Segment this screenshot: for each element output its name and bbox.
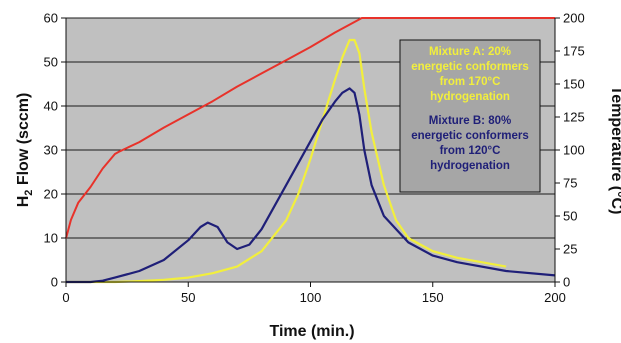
y-right-tick-label: 100 [563, 143, 585, 158]
y-left-title-rest: Flow (sccm) [15, 93, 32, 190]
y-axis-right-title: Temperature (°C) [608, 86, 621, 215]
y-left-tick-label: 50 [44, 55, 58, 70]
y-right-tick-label: 75 [563, 176, 577, 191]
x-axis-title: Time (min.) [269, 323, 354, 340]
y-right-tick-label: 200 [563, 11, 585, 26]
axes: 0 50 100 150 2000102030405060025507510012515… [44, 11, 585, 306]
y-left-title-main: H [15, 196, 32, 208]
series-line-mixture-b [66, 87, 556, 284]
x-tick-label: 100 [300, 290, 322, 305]
legend-mixture-a-text: hydrogenation [430, 91, 510, 103]
x-tick-label: 0 [62, 290, 69, 305]
legend-mixture-b-text: Mixture B: 80% [429, 115, 511, 127]
x-tick-label: 200 [544, 290, 566, 305]
y-right-tick-label: 0 [563, 275, 570, 290]
y-left-title-subscript: 2 [23, 190, 35, 196]
legend-mixture-a-text: from 170°C [440, 76, 501, 88]
x-tick-label: 50 [181, 290, 195, 305]
legend-mixture-b-text: from 120°C [440, 145, 501, 157]
y-right-tick-label: 125 [563, 110, 585, 125]
y-axis-left-title: H2 Flow (sccm) [15, 93, 35, 208]
legend: Mixture A: 20% energetic conformers from 1… [399, 39, 541, 193]
y-right-tick-label: 50 [563, 209, 577, 224]
legend-box [399, 39, 541, 193]
y-right-tick-label: 175 [563, 44, 585, 59]
y-left-tick-label: 60 [44, 11, 58, 26]
y-left-tick-label: 0 [51, 275, 58, 290]
legend-mixture-b-text: energetic conformers [411, 130, 529, 142]
series-line-mixture-a [66, 38, 507, 284]
y-left-tick-label: 30 [44, 143, 58, 158]
legend-mixture-b-text: hydrogenation [430, 160, 510, 172]
legend-mixture-a-text: Mixture A: 20% [429, 46, 511, 58]
legend-mixture-a-text: energetic conformers [411, 61, 529, 73]
y-left-tick-label: 10 [44, 231, 58, 246]
y-left-tick-label: 20 [44, 187, 58, 202]
series-line-temperature [65, 17, 555, 239]
series-group [65, 17, 556, 284]
x-tick-label: 150 [422, 290, 444, 305]
y-right-tick-label: 25 [563, 242, 577, 257]
y-left-tick-label: 40 [44, 99, 58, 114]
y-right-tick-label: 150 [563, 77, 585, 92]
